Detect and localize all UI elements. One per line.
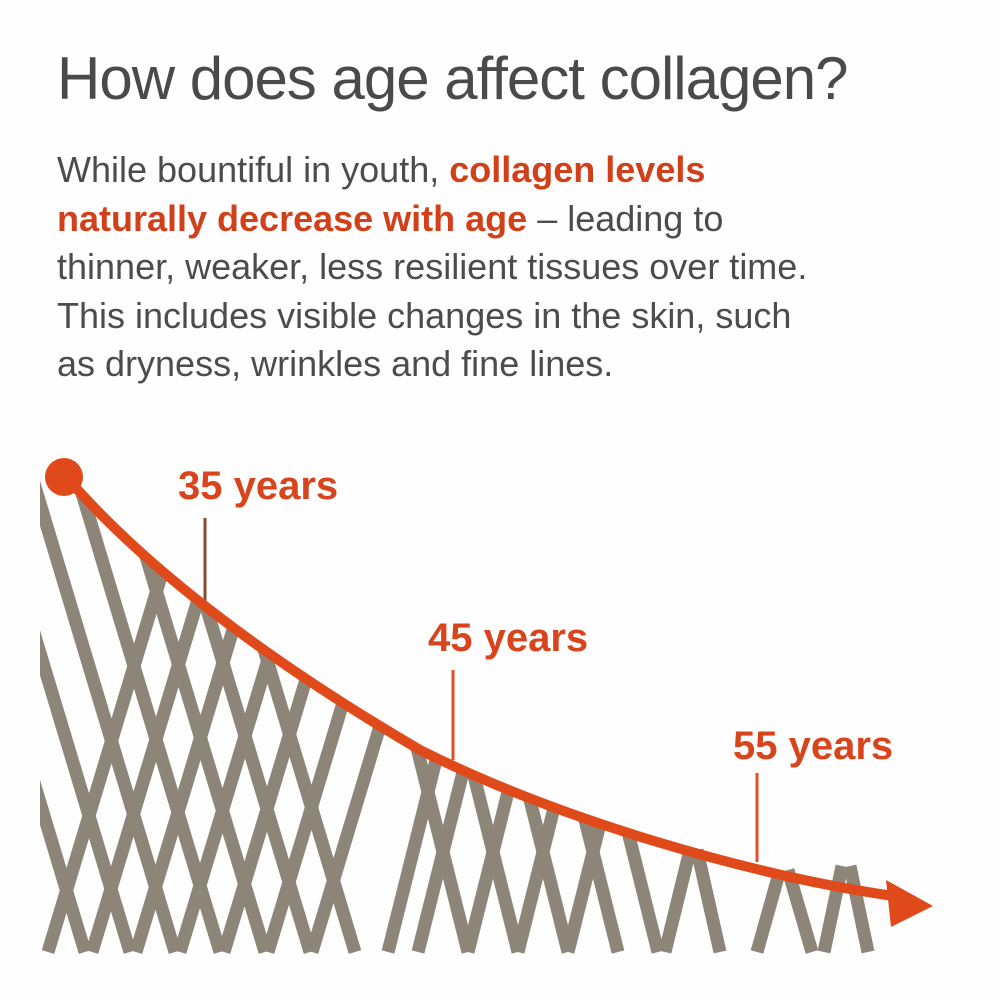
arrowhead-icon: [886, 880, 933, 927]
decline-curve-line: [57, 467, 898, 901]
age-label-35: 35 years: [178, 464, 339, 508]
intro-highlight: collagen levels: [449, 149, 706, 190]
intro-text: This includes visible changes in the ski…: [57, 294, 792, 336]
intro-text: as dryness, wrinkles and fine lines.: [57, 343, 614, 384]
intro-line: naturally decrease with age – leading to: [57, 195, 937, 244]
intro-text: – leading to: [527, 197, 724, 239]
decline-curve-figure: [40, 458, 933, 954]
intro-line: thinner, weaker, less resilient tissues …: [57, 243, 937, 292]
age-label-45: 45 years: [428, 616, 589, 660]
intro-text: thinner, weaker, less resilient tissues …: [57, 246, 808, 287]
age-label-55: 55 years: [733, 724, 894, 768]
intro-line: This includes visible changes in the ski…: [57, 292, 937, 341]
collagen-decline-chart: 35 years 45 years 55 years: [0, 430, 1000, 1000]
intro-line: While bountiful in youth, collagen level…: [57, 146, 937, 195]
intro-highlight: naturally decrease with age: [57, 197, 528, 239]
intro-paragraph: While bountiful in youth, collagen level…: [57, 146, 937, 389]
collagen-mesh-sparse: [658, 848, 875, 954]
collagen-mesh-dense: [40, 478, 461, 954]
curve-start-dot: [45, 458, 83, 496]
intro-text: While bountiful in youth,: [57, 149, 450, 190]
page-title: How does age affect collagen?: [57, 45, 848, 112]
intro-line: as dryness, wrinkles and fine lines.: [57, 340, 937, 389]
